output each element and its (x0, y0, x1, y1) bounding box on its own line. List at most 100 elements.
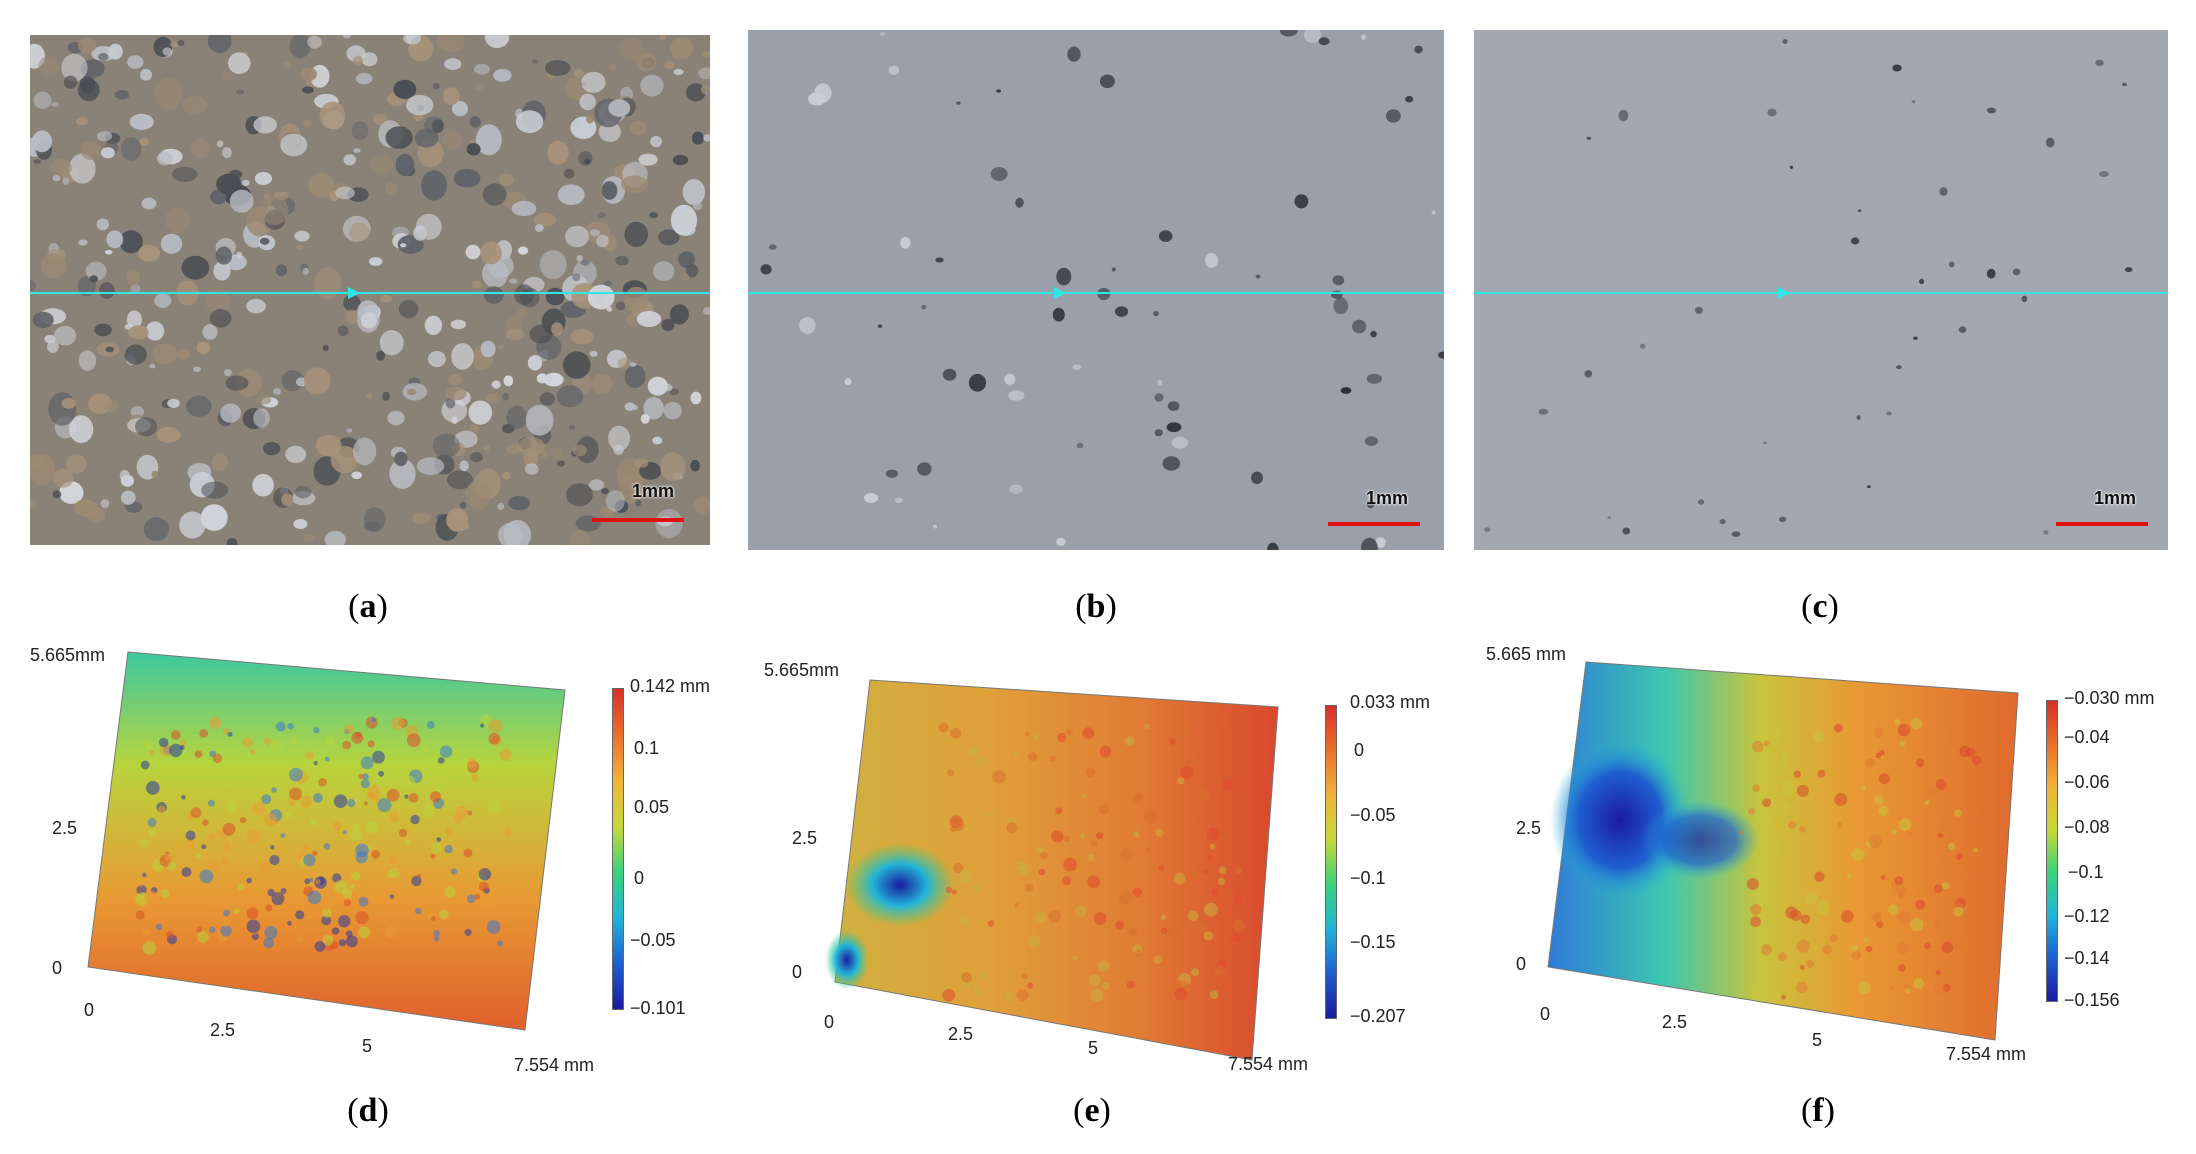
texture-speck (517, 246, 529, 255)
surface-speck (171, 730, 181, 740)
colorbar-label: 0 (634, 868, 645, 888)
surface-speck (1087, 875, 1101, 889)
surface-speck (445, 827, 453, 836)
surface-speck (1195, 921, 1208, 934)
texture-speck (968, 373, 987, 392)
surface-speck (945, 886, 952, 894)
texture-speck (539, 392, 556, 406)
surface-speck (287, 920, 292, 926)
texture-speck (207, 35, 232, 54)
surface-speck (239, 817, 247, 824)
texture-speck (363, 521, 381, 532)
texture-speck (98, 53, 109, 61)
texture-speck (1958, 326, 1967, 334)
texture-speck (100, 147, 115, 159)
texture-speck (446, 470, 474, 490)
texture-speck (85, 261, 107, 281)
texture-speck (608, 64, 617, 71)
texture-speck (685, 264, 699, 278)
surface-speck (1891, 829, 1897, 835)
surface-speck (208, 716, 222, 729)
texture-speck (382, 391, 390, 401)
surface-speck (1038, 868, 1046, 876)
surface-speck (280, 833, 286, 839)
surface-speck (145, 781, 160, 795)
texture-speck (491, 380, 501, 389)
texture-speck (652, 436, 663, 445)
texture-speck (285, 445, 307, 463)
texture-speck (1154, 429, 1163, 437)
photo-a: 1mm (30, 35, 710, 545)
texture-speck (164, 207, 190, 233)
surface-speck (358, 773, 364, 780)
texture-speck (322, 344, 329, 352)
texture-speck (303, 367, 331, 395)
y-tick-mid: 2.5 (1516, 818, 1542, 838)
surface-speck (478, 740, 483, 745)
surface-speck (144, 740, 154, 750)
texture-speck (576, 254, 583, 262)
surface-speck (155, 923, 163, 931)
surface-speck (1747, 985, 1760, 998)
texture-speck (172, 166, 198, 182)
texture-speck (2012, 268, 2021, 276)
texture-speck (1333, 297, 1349, 315)
x-tick-max: 7.554 mm (514, 1055, 595, 1075)
texture-speck (303, 533, 316, 542)
texture-speck (283, 61, 292, 68)
texture-speck (1919, 278, 1925, 285)
surface-speck (953, 862, 964, 874)
surface-speck (411, 875, 422, 887)
surface-speck (1061, 876, 1072, 886)
texture-speck (2124, 267, 2133, 273)
texture-speck (275, 264, 288, 277)
texture-speck (369, 257, 383, 266)
surface-speck (1805, 959, 1814, 969)
surface-speck (1934, 918, 1942, 927)
texture-speck (143, 517, 170, 542)
texture-speck (879, 32, 886, 36)
texture-speck (579, 93, 596, 111)
texture-speck (693, 496, 710, 515)
texture-speck (1280, 30, 1298, 37)
surface-speck (356, 879, 365, 888)
texture-speck (1366, 500, 1375, 509)
surface-speck (484, 897, 496, 909)
texture-speck (760, 264, 772, 275)
surface-speck (1933, 884, 1943, 893)
texture-speck (154, 293, 172, 308)
texture-speck (517, 437, 545, 457)
surface-speck (1787, 820, 1797, 829)
texture-speck (337, 325, 349, 337)
surface-speck (1211, 888, 1220, 897)
surface-speck (310, 818, 318, 826)
texture-speck (78, 239, 88, 246)
surface-speck (1973, 847, 1978, 853)
colorbar-label: −0.05 (630, 930, 676, 950)
surface-speck (1817, 769, 1826, 778)
surface-speck (1863, 937, 1868, 942)
texture-speck (2043, 529, 2049, 535)
texture-speck (516, 308, 528, 319)
surface-speck (387, 771, 399, 782)
surface-speck (1924, 942, 1931, 950)
texture-speck (353, 55, 364, 66)
texture-speck (138, 244, 161, 262)
surface-speck (1910, 918, 1924, 932)
surface-speck (1217, 877, 1225, 885)
surface-speck (184, 839, 195, 850)
surface-speck (348, 828, 363, 842)
y-tick-max: 5.665 mm (1486, 644, 1567, 664)
texture-speck (50, 158, 72, 177)
texture-speck (1431, 210, 1436, 215)
surface-speck (194, 750, 203, 758)
texture-speck (482, 183, 507, 206)
texture-speck (543, 372, 564, 387)
texture-speck (289, 35, 311, 59)
texture-speck (169, 41, 179, 48)
texture-speck (1405, 95, 1414, 103)
photo-b: 1mm (748, 30, 1444, 550)
surface-speck (1924, 800, 1930, 805)
surface-speck (1096, 832, 1104, 840)
texture-speck (442, 87, 460, 105)
